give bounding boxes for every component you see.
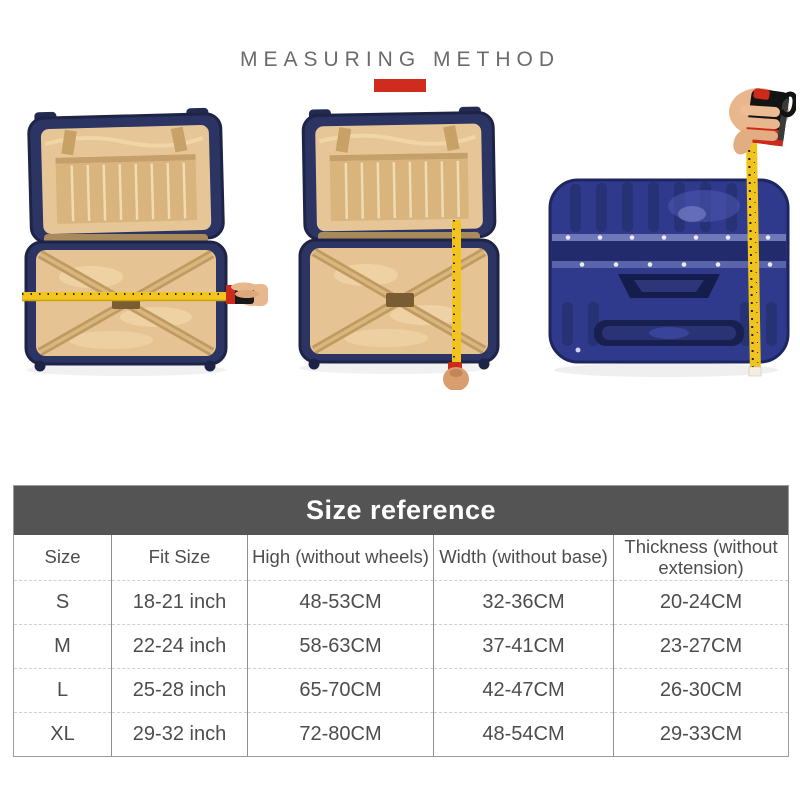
suitcase-base	[298, 238, 500, 370]
hand-with-tape-measure	[729, 88, 796, 155]
cell-high: 48-53CM	[247, 580, 434, 625]
col-header-fit-size: Fit Size	[111, 535, 248, 581]
cell-width: 42-47CM	[433, 668, 614, 713]
figure-open-suitcase-height-measure	[286, 102, 512, 390]
title-underline-bar	[374, 79, 426, 92]
thumb-holding-tape	[443, 367, 469, 390]
col-header-high: High (without wheels)	[247, 535, 434, 581]
closed-suitcase-body	[548, 178, 790, 364]
measuring-tape-horizontal	[22, 292, 248, 302]
table-row-l: L 25-28 inch 65-70CM 42-47CM 26-30CM	[13, 668, 789, 713]
cell-width: 48-54CM	[433, 712, 614, 757]
cell-width: 37-41CM	[433, 624, 614, 669]
cell-fit-size: 22-24 inch	[111, 624, 248, 669]
cell-fit-size: 18-21 inch	[111, 580, 248, 625]
table-header-row: Size Fit Size High (without wheels) Widt…	[14, 535, 789, 581]
cell-fit-size: 25-28 inch	[111, 668, 248, 713]
cell-size: M	[13, 624, 112, 669]
tape-measure-strap	[777, 91, 796, 118]
table-row-xl: XL 29-32 inch 72-80CM 48-54CM 29-33CM	[13, 712, 789, 757]
cell-thickness: 23-27CM	[612, 624, 789, 669]
cell-high: 58-63CM	[247, 624, 434, 669]
col-header-width: Width (without base)	[433, 535, 614, 581]
table-title: Size reference	[13, 485, 789, 535]
open-suitcase-width-illustration	[22, 107, 268, 376]
section-title-block: MEASURING METHOD	[0, 48, 800, 92]
cell-thickness: 26-30CM	[612, 668, 789, 713]
cell-size: S	[13, 580, 112, 625]
cell-fit-size: 29-32 inch	[111, 712, 248, 757]
suitcase-lid	[27, 107, 225, 244]
table-row-m: M 22-24 inch 58-63CM 37-41CM 23-27CM	[13, 624, 789, 669]
col-header-size: Size	[44, 546, 81, 568]
cell-high: 65-70CM	[247, 668, 434, 713]
page-title: MEASURING METHOD	[239, 48, 560, 71]
cell-thickness: 29-33CM	[612, 712, 789, 757]
cell-width: 32-36CM	[433, 580, 614, 625]
table-row-s: S 18-21 inch 48-53CM 32-36CM 20-24CM	[13, 580, 789, 625]
cell-thickness: 20-24CM	[612, 580, 789, 625]
cell-size: L	[13, 668, 112, 713]
hand-with-tape-measure	[226, 282, 268, 306]
closed-suitcase-illustration	[548, 88, 796, 377]
suitcase-base	[24, 240, 228, 372]
size-reference-table: Size reference Size Fit Size High (witho…	[13, 485, 790, 757]
measuring-tape-vertical	[746, 140, 762, 377]
col-header-thickness: Thickness (without extension)	[612, 535, 789, 581]
cell-high: 72-80CM	[247, 712, 434, 757]
table-title-row: Size reference	[13, 485, 789, 535]
open-suitcase-height-illustration	[298, 106, 500, 390]
figure-open-suitcase-width-measure	[6, 102, 268, 378]
figure-closed-suitcase-thickness-measure	[544, 84, 796, 390]
cell-size: XL	[13, 712, 112, 757]
suitcase-lid	[301, 106, 497, 241]
